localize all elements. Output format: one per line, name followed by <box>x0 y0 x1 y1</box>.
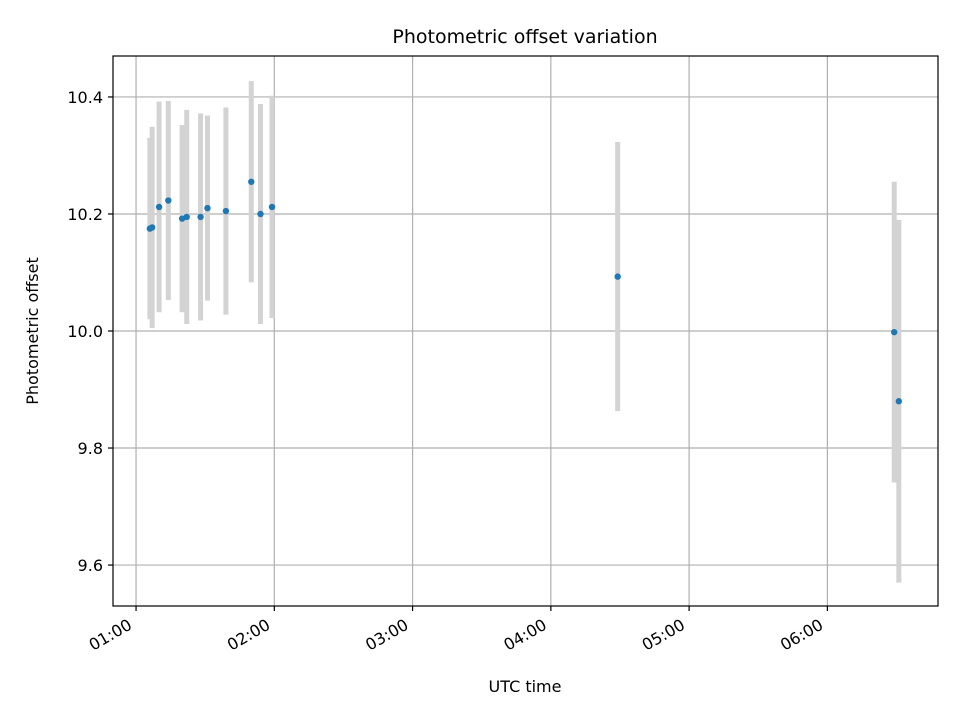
y-axis-label: Photometric offset <box>23 257 42 405</box>
data-point <box>614 273 621 280</box>
y-tick-label: 10.2 <box>67 205 103 224</box>
data-points <box>146 178 903 405</box>
y-tick-label: 10.4 <box>67 88 103 107</box>
data-point <box>183 213 190 221</box>
data-point <box>148 224 156 231</box>
y-tick-label: 9.8 <box>78 439 103 458</box>
y-axis-ticks: 9.6 9.8 10.0 10.2 10.4 <box>67 88 113 575</box>
y-tick-label: 10.0 <box>67 322 103 341</box>
data-point <box>895 398 903 405</box>
data-point <box>248 178 255 185</box>
data-point <box>891 328 898 336</box>
data-point <box>204 204 211 212</box>
chart-title: Photometric offset variation <box>392 26 657 48</box>
data-point <box>257 210 264 218</box>
data-point <box>222 207 230 215</box>
x-axis-label: UTC time <box>489 677 562 696</box>
data-point <box>268 203 276 211</box>
data-point <box>155 203 163 211</box>
data-point <box>165 197 172 204</box>
y-tick-label: 9.6 <box>78 556 103 575</box>
data-point <box>197 213 204 221</box>
